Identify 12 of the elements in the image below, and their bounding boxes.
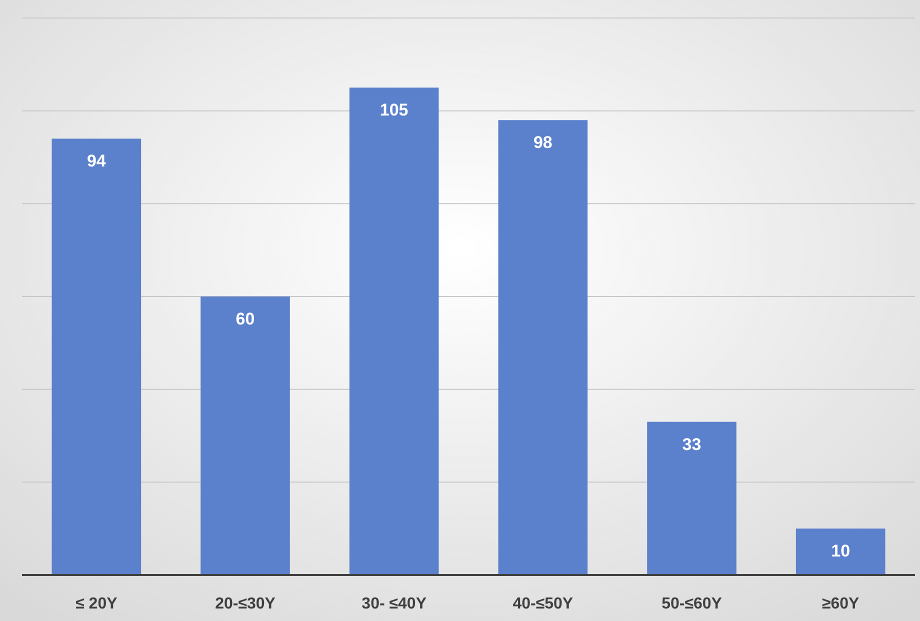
x-tick-label: ≥60Y xyxy=(822,595,860,612)
data-label: 60 xyxy=(236,310,255,328)
data-label: 94 xyxy=(86,152,106,171)
data-label: 10 xyxy=(831,542,850,561)
x-tick-label: 40-≤50Y xyxy=(512,595,574,612)
x-tick-label: 20-≤30Y xyxy=(215,595,276,612)
x-tick-label: 30- ≤40Y xyxy=(362,595,427,612)
data-label: 33 xyxy=(682,434,702,454)
x-tick-label: 50-≤60Y xyxy=(662,595,722,612)
x-tick-label: ≤ 20Y xyxy=(76,595,118,612)
data-label: 105 xyxy=(380,100,408,120)
data-label: 98 xyxy=(533,133,552,152)
